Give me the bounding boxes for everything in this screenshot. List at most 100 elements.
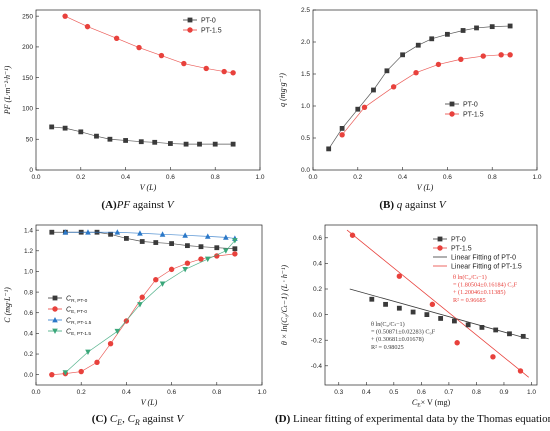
data-point <box>452 318 457 324</box>
legend-label: CE, PT-0 <box>66 306 87 315</box>
data-point <box>410 309 416 315</box>
y-tick-label: 250 <box>22 13 33 20</box>
data-point <box>507 23 513 29</box>
panel-c: 0.0 0.2 0.4 0.6 0.8 1.0 0.0 0.2 0.4 0.6 0.8 1.0 1.2 1… <box>0 213 275 413</box>
panel-a: 0.0 0.2 0.4 0.6 0.8 1.0 0 50 100 150 200 250 V (L) PF… <box>0 0 275 200</box>
data-point <box>153 277 159 283</box>
data-point <box>108 231 113 237</box>
data-point <box>339 126 345 131</box>
series-line <box>65 240 236 373</box>
annotation-line: θ ln(C₀/Cₜ−1) <box>453 274 487 281</box>
ann-pt15: θ ln(C₀/Cₜ−1)= (1.80504±0.16184) C₀F+ (1… <box>453 274 518 304</box>
data-point <box>507 52 513 58</box>
data-point <box>230 141 236 147</box>
series-1 <box>62 13 236 76</box>
x-tick-label: 1.0 <box>255 174 264 181</box>
legend: PT-0 PT-1.5 Linear Fitting of PT-0 Linear F… <box>433 236 522 270</box>
data-point <box>168 266 175 273</box>
x-axis-label: CE× V (mg) <box>412 398 451 409</box>
data-point <box>435 61 442 68</box>
plot-frame <box>35 9 261 171</box>
x-tick-label: 0.0 <box>31 389 40 396</box>
x-tick-label: 0.2 <box>353 174 362 181</box>
data-point <box>78 129 84 135</box>
x-tick-label: 1.0 <box>257 389 266 396</box>
data-point <box>460 28 466 33</box>
x-tick-label: 0.9 <box>499 389 508 396</box>
legend-marker <box>437 236 443 242</box>
y-axis-label: PF (L·m⁻²·h⁻¹) <box>3 65 12 115</box>
data-point <box>62 125 68 131</box>
y-tick-label: 50 <box>26 136 34 143</box>
y-tick-label: 0 <box>29 167 33 174</box>
data-point <box>168 141 173 146</box>
y-axis-label: C (mg·L⁻¹) <box>3 287 12 323</box>
legend-label: CE, PT-1.5 <box>66 328 91 337</box>
x-axis-label: V (L) <box>417 183 434 192</box>
annotation-line: θ ln(C₀/Cₜ−1) <box>371 321 405 328</box>
legend-label: Linear Fitting of PT-0 <box>451 254 516 261</box>
y-tick-label: 1.5 <box>301 71 310 78</box>
legend-marker <box>449 111 455 117</box>
panel-d: 0.3 0.4 0.5 0.6 0.7 0.8 0.9 1.0 -0.4 -0.2 0.0 0.2 0.… <box>275 213 550 413</box>
x-tick-label: 0.8 <box>211 174 220 181</box>
y-tick-label: 1.4 <box>24 227 33 234</box>
data-point <box>474 25 479 31</box>
data-point <box>480 53 486 59</box>
data-point <box>490 354 496 360</box>
data-point <box>223 248 229 254</box>
data-point <box>85 349 91 355</box>
data-point <box>212 141 218 147</box>
chart-b-q-vs-v: 0.0 0.2 0.4 0.6 0.8 1.0 0.0 0.5 1.0 1.5 2.0 2.5 V (L… <box>278 7 542 192</box>
data-point <box>159 281 166 287</box>
x-tick-label: 0.5 <box>389 389 398 396</box>
data-point <box>445 31 450 37</box>
data-point <box>203 65 209 72</box>
data-point <box>136 44 142 51</box>
legend-marker <box>437 245 443 251</box>
data-point <box>182 266 188 273</box>
fit-line-0 <box>349 288 529 340</box>
data-point <box>137 302 143 308</box>
data-point <box>197 141 202 147</box>
data-point <box>158 52 165 59</box>
y-tick-label: 0.0 <box>24 372 33 379</box>
y-tick-label: 1.0 <box>301 103 310 110</box>
data-point <box>184 260 191 266</box>
data-point <box>369 296 375 302</box>
data-point <box>214 245 220 251</box>
data-point <box>204 233 211 239</box>
data-point <box>107 341 114 347</box>
plot-frame <box>324 224 538 386</box>
data-point <box>232 251 238 257</box>
x-tick-label: 0.4 <box>121 174 130 181</box>
legend-label: PT-1.5 <box>201 27 222 34</box>
x-tick-label: 1.0 <box>527 389 536 396</box>
legend: PT-0 PT-1.5 <box>445 101 484 118</box>
y-tick-label: 1.0 <box>24 269 33 276</box>
legend-label: PT-0 <box>463 101 478 108</box>
y-tick-label: 0.0 <box>313 312 322 319</box>
panel-b: 0.0 0.2 0.4 0.6 0.8 1.0 0.0 0.5 1.0 1.5 2.0 2.5 V (L… <box>275 0 550 200</box>
y-tick-label: 0.6 <box>313 235 322 242</box>
data-point <box>384 68 390 74</box>
data-point <box>49 371 55 378</box>
data-point <box>465 322 471 328</box>
y-axis-label: q (mg·g⁻¹) <box>278 73 287 107</box>
data-point <box>413 70 419 76</box>
data-point <box>204 256 211 263</box>
annotation-line: + (1.20046±0.11385) <box>453 289 506 296</box>
data-point <box>49 124 55 130</box>
legend-marker <box>449 101 455 107</box>
series-1 <box>339 52 513 138</box>
caption-b: (B) q against V <box>379 199 446 211</box>
legend-marker <box>187 27 193 33</box>
data-point <box>139 294 145 300</box>
y-tick-label: 0.4 <box>313 261 322 268</box>
x-axis-label: V (L) <box>140 183 157 192</box>
y-axis-label: θ × ln(C₀/Cₜ−1) (L · h⁻¹) <box>280 265 289 346</box>
legend: CR, PT-0 CE, PT-0 CR, PT-1.5 CE, PT-1.5 <box>48 295 92 337</box>
data-point <box>94 133 99 139</box>
legend-marker <box>52 295 58 301</box>
legend-label: CR, PT-1.5 <box>66 317 92 326</box>
